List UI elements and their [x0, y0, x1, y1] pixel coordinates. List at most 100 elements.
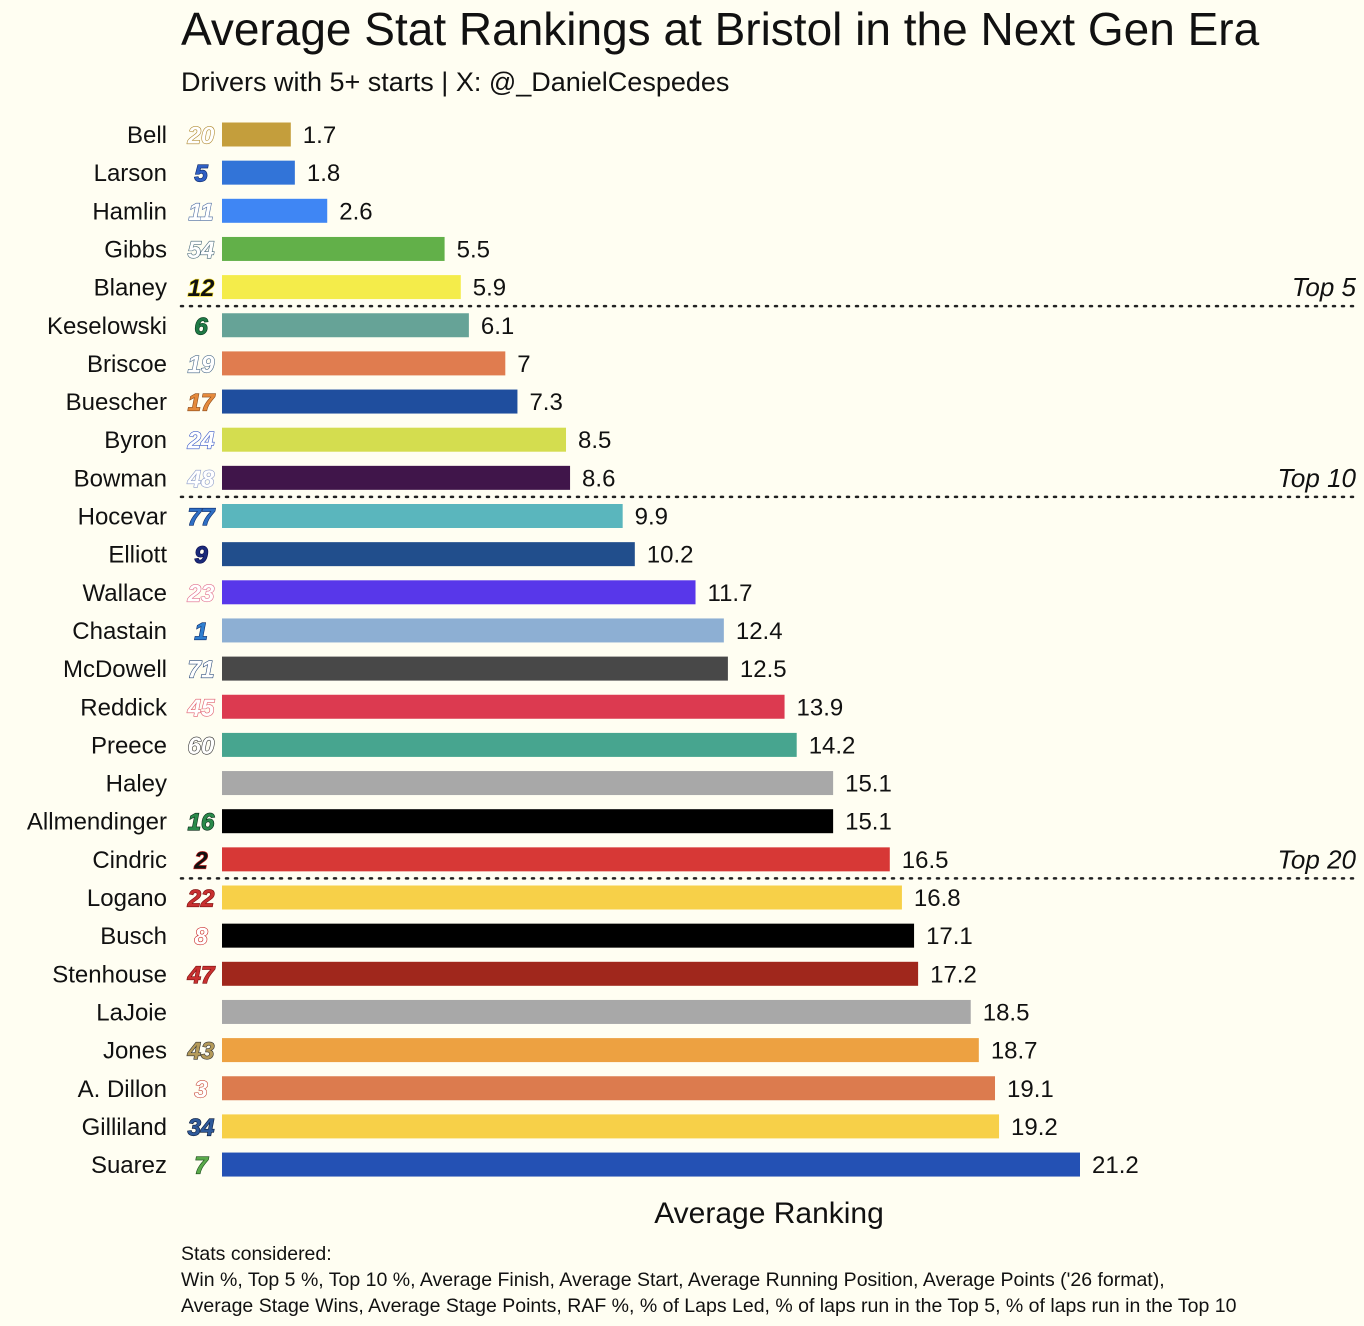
y-tick-label-suarez: Suarez [91, 1152, 167, 1179]
y-tick-label-logano: Logano [87, 885, 167, 912]
y-tick-label-bell: Bell [127, 122, 167, 149]
value-label-busch: 17.1 [926, 923, 973, 950]
bar-jones [222, 1038, 979, 1063]
car-number-icon-gibbs: 54 [188, 237, 215, 264]
bar-allmendinger [222, 809, 834, 834]
car-number-icon-jones: 43 [187, 1038, 215, 1065]
threshold-label-top-20: Top 20 [1277, 844, 1356, 874]
value-label-elliott: 10.2 [647, 542, 694, 569]
y-tick-label-elliott: Elliott [108, 542, 167, 569]
y-tick-label-gilliland: Gilliland [82, 1114, 167, 1141]
threshold-label-top-10: Top 10 [1277, 463, 1356, 493]
car-number-icon-byron: 24 [187, 428, 215, 455]
car-number-icon-gilliland: 34 [188, 1114, 215, 1141]
bar-busch [222, 923, 915, 948]
value-label-briscoe: 7 [517, 351, 530, 378]
y-tick-label-gibbs: Gibbs [104, 236, 167, 263]
y-tick-label-hocevar: Hocevar [78, 504, 167, 531]
car-number-icon-allmendinger: 16 [188, 809, 215, 836]
y-tick-label-haley: Haley [106, 771, 167, 798]
bar-elliott [222, 542, 635, 567]
bar-hamlin [222, 198, 328, 223]
caption: Stats considered: Win %, Top 5 %, Top 10… [181, 1241, 1361, 1319]
bar-preece [222, 732, 797, 757]
bar-buescher [222, 389, 518, 414]
car-number-icon-busch: 8 [194, 924, 208, 951]
car-number-icon-hamlin: 11 [189, 199, 214, 226]
y-tick-label-wallace: Wallace [83, 580, 167, 607]
bar-chastain [222, 618, 724, 643]
y-tick-label-allmendinger: Allmendinger [27, 809, 167, 836]
car-number-icon-wallace: 23 [187, 580, 215, 607]
bar-lajoie [222, 999, 971, 1024]
car-number-icon-mcdowell: 71 [188, 657, 215, 684]
car-number-icon-bell: 20 [187, 123, 215, 150]
bar-cindric [222, 847, 890, 872]
threshold-label-top-5: Top 5 [1292, 272, 1357, 302]
bar-haley [222, 771, 834, 796]
car-number-icon-reddick: 45 [187, 695, 215, 722]
plot-area: Bell 20 1.7 Larson 5 1.8 Hamlin 11 2.6 Gibbs 54 5.5… [27, 122, 1360, 1180]
car-number-icon-buescher: 17 [188, 390, 216, 417]
value-label-bowman: 8.6 [582, 465, 615, 492]
car-number-icon-elliott: 9 [194, 542, 208, 569]
bar-byron [222, 427, 567, 452]
car-number-icon-a-dillon: 3 [194, 1076, 208, 1103]
y-tick-label-lajoie: LaJoie [96, 999, 167, 1026]
value-label-jones: 18.7 [991, 1038, 1038, 1065]
value-label-keselowski: 6.1 [481, 313, 514, 340]
value-label-preece: 14.2 [809, 732, 856, 759]
bar-gibbs [222, 236, 445, 261]
y-tick-label-mcdowell: McDowell [63, 656, 167, 683]
y-tick-label-chastain: Chastain [72, 618, 167, 645]
car-number-icon-blaney: 12 [188, 275, 215, 302]
y-tick-label-reddick: Reddick [80, 694, 168, 721]
y-tick-label-blaney: Blaney [94, 275, 167, 302]
bar-mcdowell [222, 656, 728, 681]
value-label-reddick: 13.9 [797, 694, 844, 721]
bar-suarez [222, 1152, 1080, 1177]
caption-line-1: Win %, Top 5 %, Top 10 %, Average Finish… [181, 1269, 1165, 1291]
car-number-icon-hocevar: 77 [188, 504, 216, 531]
bar-bowman [222, 465, 571, 490]
y-tick-label-briscoe: Briscoe [87, 351, 167, 378]
chart-title: Average Stat Rankings at Bristol in the … [181, 3, 1260, 55]
value-label-stenhouse: 17.2 [930, 961, 977, 988]
y-tick-label-bowman: Bowman [74, 465, 167, 492]
car-number-icon-chastain: 1 [194, 618, 207, 645]
bar-logano [222, 885, 902, 910]
bar-stenhouse [222, 961, 919, 986]
y-tick-label-larson: Larson [94, 160, 167, 187]
car-number-icon-cindric: 2 [193, 847, 208, 874]
value-label-bell: 1.7 [303, 122, 336, 149]
value-label-hamlin: 2.6 [339, 198, 372, 225]
bar-a-dillon [222, 1076, 996, 1101]
x-axis-label: Average Ranking [654, 1197, 884, 1230]
value-label-hocevar: 9.9 [635, 504, 668, 531]
value-label-wallace: 11.7 [708, 580, 753, 607]
chart-subtitle: Drivers with 5+ starts | X: @_DanielCesp… [181, 67, 729, 97]
y-tick-label-byron: Byron [104, 427, 167, 454]
value-label-blaney: 5.9 [473, 275, 506, 302]
caption-line-2: Average Stage Wins, Average Stage Points… [181, 1295, 1237, 1317]
car-number-icon-suarez: 7 [194, 1153, 209, 1180]
car-number-icon-stenhouse: 47 [187, 962, 216, 989]
bar-keselowski [222, 313, 469, 338]
value-label-cindric: 16.5 [902, 847, 949, 874]
y-tick-label-a-dillon: A. Dillon [78, 1076, 167, 1103]
car-number-icon-briscoe: 19 [188, 351, 215, 378]
car-number-icon-larson: 5 [194, 161, 208, 188]
bar-gilliland [222, 1114, 1000, 1139]
bar-larson [222, 160, 295, 185]
value-label-lajoie: 18.5 [983, 999, 1030, 1026]
caption-heading: Stats considered: [181, 1243, 332, 1265]
y-tick-label-busch: Busch [100, 923, 167, 950]
car-number-icon-bowman: 48 [187, 466, 215, 493]
y-tick-label-jones: Jones [103, 1038, 167, 1065]
car-number-icon-preece: 60 [188, 733, 215, 760]
value-label-chastain: 12.4 [736, 618, 783, 645]
y-tick-label-keselowski: Keselowski [47, 313, 167, 340]
value-label-gilliland: 19.2 [1011, 1114, 1058, 1141]
value-label-gibbs: 5.5 [457, 236, 490, 263]
